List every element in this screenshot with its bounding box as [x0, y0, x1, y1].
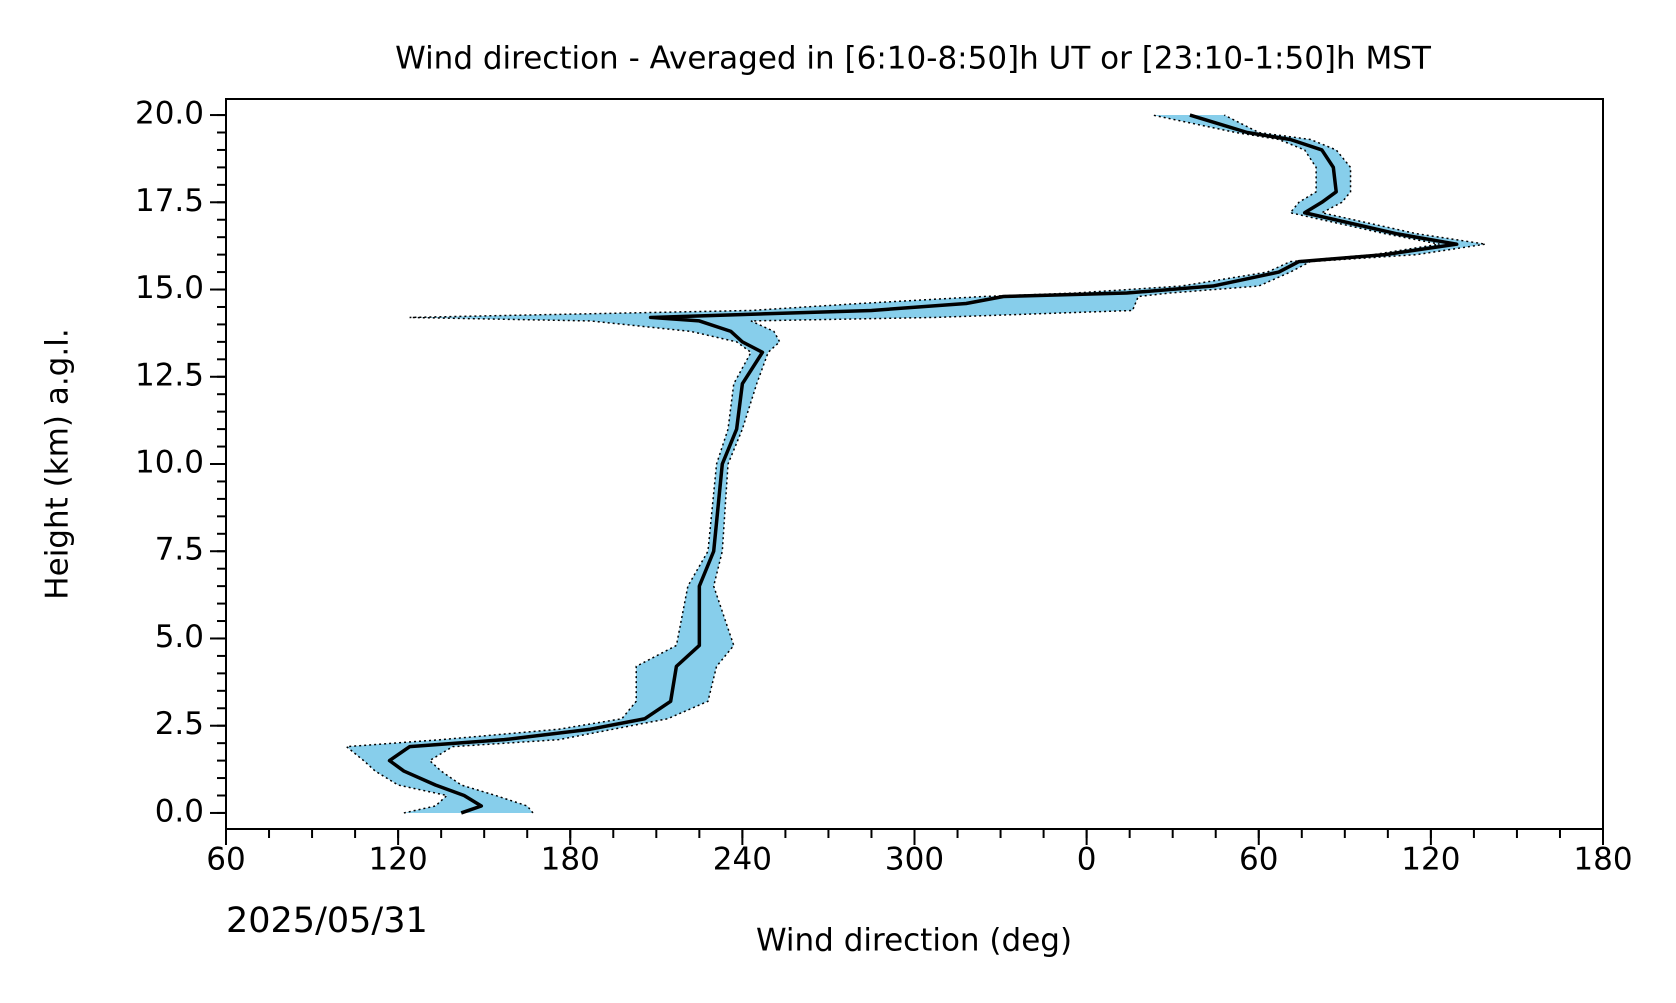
upper-bound-line [428, 114, 1486, 814]
x-tick-label: 60 [206, 842, 245, 878]
x-tick-label: 180 [1573, 842, 1632, 878]
spread-band [346, 115, 1486, 813]
date-annotation: 2025/05/31 [226, 901, 428, 941]
x-axis-label: Wind direction (deg) [756, 923, 1072, 959]
y-tick-label: 15.0 [135, 270, 204, 306]
x-tick-label: 180 [541, 842, 600, 878]
x-tick-label: 120 [1401, 842, 1460, 878]
x-tick-label: 60 [1239, 842, 1278, 878]
lower-bound-line [344, 114, 1440, 814]
x-tick-label: 300 [885, 842, 944, 878]
y-tick-label: 12.5 [135, 357, 204, 393]
chart-title: Wind direction - Averaged in [6:10-8:50]… [395, 41, 1432, 77]
x-tick-label: 120 [369, 842, 428, 878]
y-tick-label: 10.0 [135, 445, 204, 481]
y-tick-label: 5.0 [155, 619, 204, 655]
y-tick-label: 7.5 [155, 532, 204, 568]
y-tick-label: 17.5 [135, 183, 204, 219]
x-tick-label: 240 [713, 842, 772, 878]
y-tick-label: 20.0 [135, 96, 204, 132]
y-tick-label: 2.5 [155, 706, 204, 742]
y-axis-label: Height (km) a.g.l. [40, 328, 76, 599]
plot-frame [225, 98, 1604, 830]
mean-line [387, 113, 1459, 815]
y-tick-label: 0.0 [155, 793, 204, 829]
x-tick-label: 0 [1077, 842, 1097, 878]
